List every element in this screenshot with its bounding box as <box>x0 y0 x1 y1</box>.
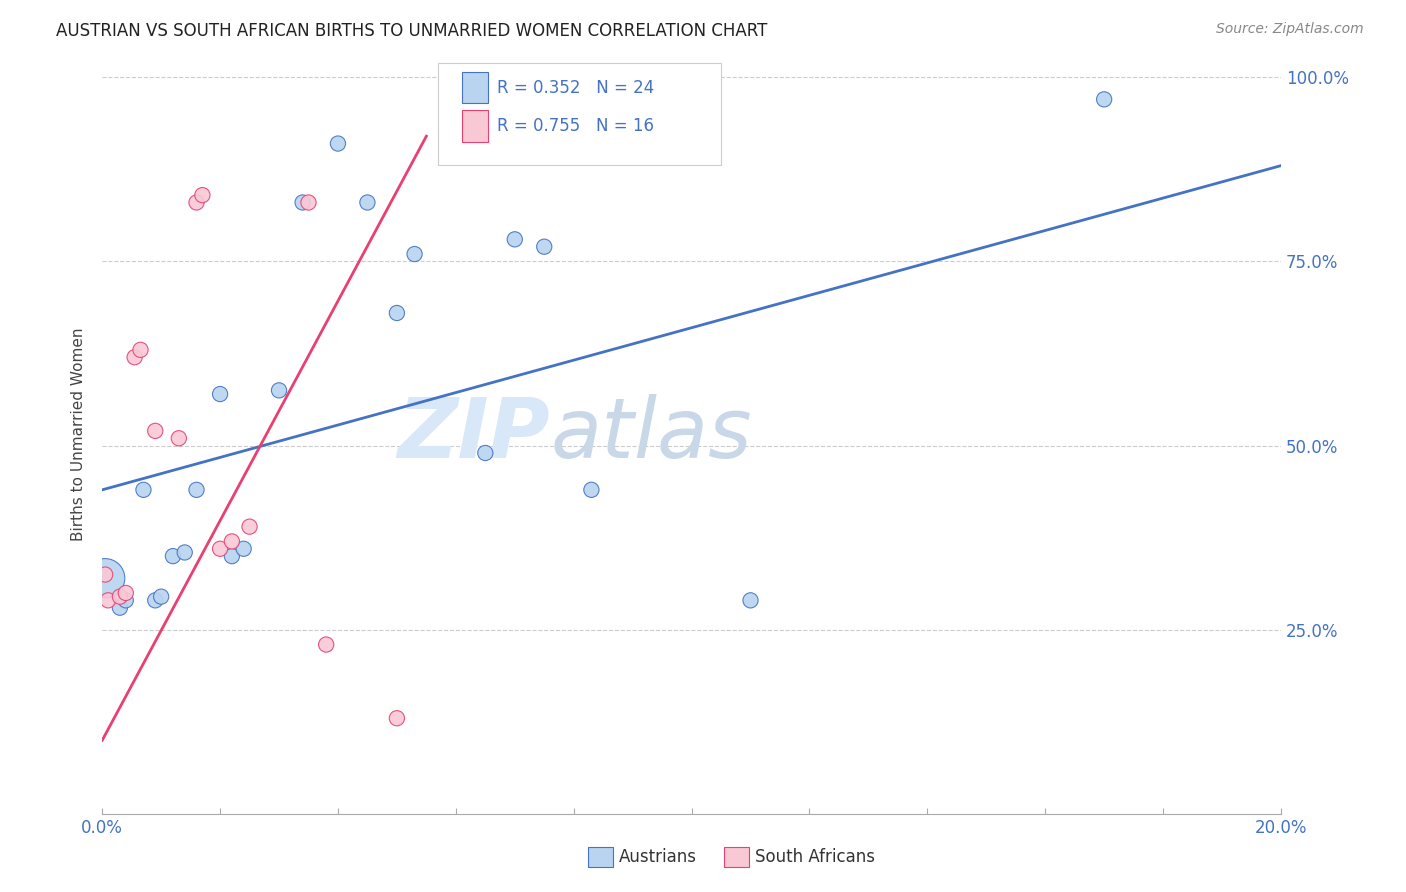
Point <box>132 483 155 497</box>
Point <box>221 549 243 563</box>
Point <box>533 240 555 254</box>
Text: ZIP: ZIP <box>398 394 550 475</box>
Point <box>232 541 254 556</box>
Point <box>114 593 136 607</box>
Point <box>94 567 117 582</box>
Point <box>267 384 290 398</box>
Point <box>297 195 319 210</box>
Bar <box>461 71 488 103</box>
Point <box>108 600 131 615</box>
Point <box>191 188 214 202</box>
Point <box>326 136 349 151</box>
Text: Source: ZipAtlas.com: Source: ZipAtlas.com <box>1216 22 1364 37</box>
Point <box>186 195 208 210</box>
Text: R = 0.352   N = 24: R = 0.352 N = 24 <box>498 78 654 96</box>
Point <box>94 571 117 585</box>
Point <box>238 519 260 533</box>
Point <box>124 350 146 364</box>
Y-axis label: Births to Unmarried Women: Births to Unmarried Women <box>72 328 86 541</box>
Point <box>474 446 496 460</box>
Point <box>173 545 195 559</box>
Point <box>167 431 190 445</box>
Point <box>503 232 526 246</box>
Point <box>581 483 603 497</box>
Point <box>150 590 173 604</box>
Point <box>162 549 184 563</box>
Text: Austrians: Austrians <box>619 848 696 866</box>
Point <box>356 195 378 210</box>
Point <box>1092 92 1115 106</box>
Point <box>404 247 426 261</box>
Point <box>385 306 408 320</box>
Point <box>143 593 166 607</box>
Point <box>129 343 152 357</box>
Point <box>186 483 208 497</box>
Point <box>221 534 243 549</box>
Point <box>114 586 136 600</box>
Point <box>209 387 232 401</box>
Point <box>143 424 166 438</box>
Point <box>108 590 131 604</box>
Point <box>209 541 232 556</box>
Point <box>315 638 337 652</box>
Point <box>97 593 120 607</box>
Text: South Africans: South Africans <box>755 848 875 866</box>
Point <box>740 593 762 607</box>
FancyBboxPatch shape <box>439 62 721 165</box>
Text: AUSTRIAN VS SOUTH AFRICAN BIRTHS TO UNMARRIED WOMEN CORRELATION CHART: AUSTRIAN VS SOUTH AFRICAN BIRTHS TO UNMA… <box>56 22 768 40</box>
Text: R = 0.755   N = 16: R = 0.755 N = 16 <box>498 117 654 135</box>
Point <box>291 195 314 210</box>
Text: atlas: atlas <box>550 394 752 475</box>
Bar <box>461 110 488 142</box>
Point <box>385 711 408 725</box>
